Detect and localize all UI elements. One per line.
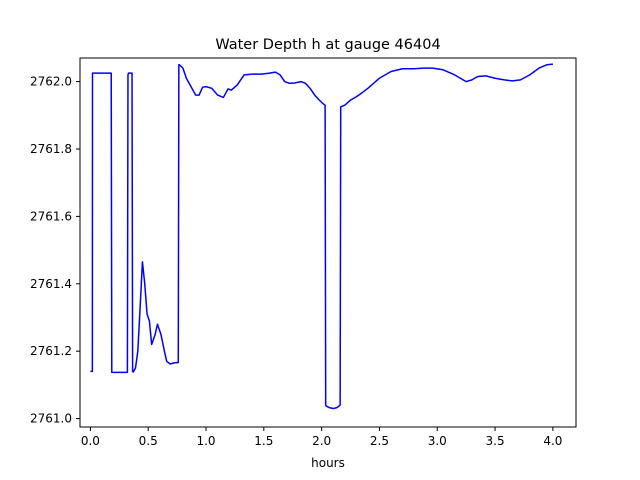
x-tick-label: 2.0 [312,434,331,448]
x-tick-label: 3.5 [486,434,505,448]
plot-area-frame [79,57,577,428]
x-tick-label: 1.0 [196,434,215,448]
x-tick-label: 0.0 [81,434,100,448]
x-tick-label: 2.5 [370,434,389,448]
x-tick-label: 1.5 [254,434,273,448]
y-tick-label: 2761.4 [30,277,72,291]
x-tick-label: 4.0 [543,434,562,448]
x-tick-label: 3.0 [428,434,447,448]
x-axis-ticks: 0.0 0.5 1.0 1.5 2.0 2.5 3.0 3.5 4.0 [81,427,562,448]
series-line-0 [90,63,553,410]
y-tick-label: 2762.0 [30,75,72,89]
y-axis-ticks: 2761.0 2761.2 2761.4 2761.6 2761.8 2762.0 [30,75,80,426]
chart-title: Water Depth h at gauge 46404 [215,37,440,53]
x-tick-label: 0.5 [139,434,158,448]
series-lines [90,63,553,410]
y-tick-label: 2761.8 [30,142,72,156]
x-axis-label: hours [311,456,345,470]
y-tick-label: 2761.0 [30,412,72,426]
y-tick-label: 2761.2 [30,344,72,358]
y-tick-label: 2761.6 [30,209,72,223]
